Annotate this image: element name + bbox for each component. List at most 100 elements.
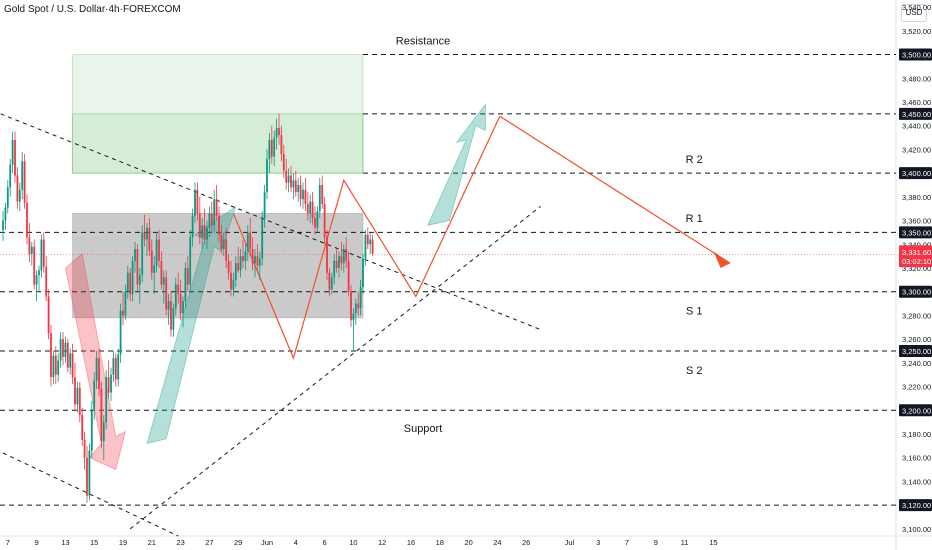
candle[interactable] (59, 339, 62, 361)
candle[interactable] (285, 170, 288, 183)
candle[interactable] (47, 296, 50, 334)
candle[interactable] (306, 203, 309, 214)
candle[interactable] (256, 256, 259, 266)
candle[interactable] (218, 215, 220, 235)
candle[interactable] (213, 199, 216, 226)
candle[interactable] (328, 272, 331, 290)
candle[interactable] (191, 215, 194, 238)
candle[interactable] (102, 422, 105, 442)
candle[interactable] (225, 239, 228, 261)
candle[interactable] (93, 380, 96, 410)
candle[interactable] (251, 249, 254, 264)
candle[interactable] (40, 239, 43, 271)
candle[interactable] (69, 353, 72, 368)
candle[interactable] (268, 139, 271, 159)
candle[interactable] (234, 263, 237, 280)
candle[interactable] (352, 313, 355, 321)
symbol-name[interactable]: Gold Spot / U.S. Dollar (4, 4, 106, 15)
candle[interactable] (16, 175, 19, 202)
resistance-zone-inner[interactable] (72, 113, 364, 174)
candle[interactable] (124, 291, 127, 316)
candle[interactable] (246, 232, 249, 252)
candle[interactable] (150, 250, 153, 273)
candle[interactable] (114, 358, 117, 380)
candle[interactable] (138, 275, 141, 285)
candle[interactable] (64, 342, 67, 357)
candle[interactable] (148, 227, 151, 251)
candle[interactable] (258, 258, 261, 266)
candle[interactable] (184, 268, 187, 302)
candle[interactable] (249, 232, 252, 250)
candle[interactable] (35, 275, 38, 285)
candle[interactable] (33, 246, 36, 285)
candle[interactable] (282, 154, 285, 171)
candle[interactable] (50, 333, 52, 378)
candle[interactable] (230, 272, 232, 290)
candle[interactable] (119, 310, 122, 355)
candle[interactable] (357, 303, 360, 309)
candle[interactable] (23, 161, 26, 203)
candle[interactable] (100, 388, 103, 442)
candle[interactable] (338, 256, 340, 268)
candle[interactable] (292, 180, 295, 188)
candle[interactable] (362, 258, 364, 287)
candle[interactable] (74, 377, 76, 405)
candle[interactable] (237, 263, 240, 271)
candle[interactable] (28, 237, 31, 254)
candle[interactable] (311, 201, 314, 219)
candle[interactable] (222, 239, 225, 250)
candle[interactable] (105, 377, 108, 423)
candle[interactable] (167, 301, 170, 310)
candle[interactable] (239, 256, 242, 271)
candle[interactable] (11, 139, 14, 165)
candle[interactable] (316, 211, 319, 228)
candle[interactable] (122, 310, 124, 316)
currency-button[interactable]: USD (901, 4, 927, 22)
candle[interactable] (196, 189, 199, 214)
candle[interactable] (126, 272, 129, 292)
candle[interactable] (244, 251, 247, 261)
candle[interactable] (287, 175, 290, 183)
candle[interactable] (2, 220, 4, 231)
interval-label[interactable]: 4h (108, 4, 120, 15)
candle[interactable] (242, 256, 244, 261)
candle[interactable] (340, 256, 343, 264)
candle[interactable] (14, 139, 16, 176)
candle[interactable] (364, 234, 367, 259)
resistance-trendline[interactable] (499, 115, 731, 264)
candle[interactable] (146, 227, 148, 240)
candle[interactable] (6, 187, 9, 208)
candle[interactable] (323, 203, 326, 238)
candle[interactable] (107, 377, 110, 393)
candle[interactable] (86, 457, 88, 496)
candle[interactable] (345, 249, 348, 261)
candle[interactable] (52, 355, 55, 378)
candle[interactable] (186, 268, 189, 285)
candle[interactable] (318, 184, 321, 212)
candle[interactable] (206, 227, 208, 240)
candle[interactable] (117, 354, 120, 380)
candle[interactable] (76, 387, 79, 405)
candle[interactable] (95, 358, 98, 381)
candle[interactable] (189, 237, 192, 285)
candle[interactable] (333, 260, 336, 278)
candle[interactable] (210, 213, 213, 226)
candle[interactable] (131, 260, 134, 295)
candle[interactable] (280, 135, 283, 155)
candle[interactable] (66, 342, 69, 368)
candle[interactable] (134, 249, 136, 261)
candle[interactable] (78, 387, 81, 416)
candle[interactable] (110, 374, 112, 393)
uptrend-line[interactable] (129, 205, 541, 530)
candle[interactable] (4, 207, 7, 221)
candle[interactable] (215, 199, 218, 216)
candle[interactable] (172, 308, 175, 330)
candle[interactable] (98, 358, 100, 389)
candle[interactable] (21, 161, 24, 190)
candle[interactable] (290, 175, 292, 188)
candle[interactable] (179, 294, 182, 314)
candle[interactable] (366, 234, 369, 245)
candle[interactable] (112, 358, 115, 375)
